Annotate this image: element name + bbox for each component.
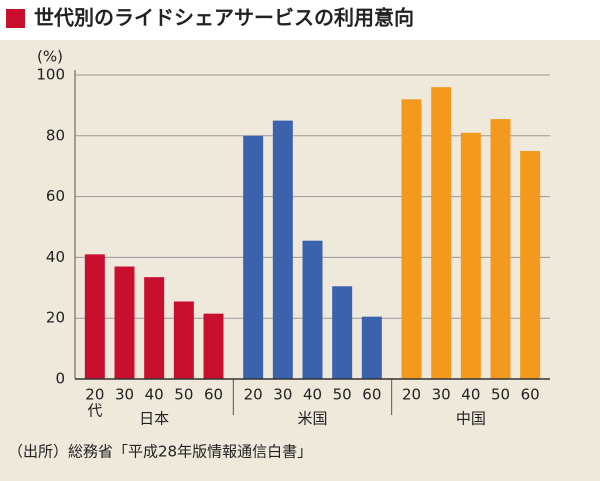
x-tick-label: 50 <box>174 386 193 404</box>
bar <box>490 119 511 379</box>
x-tick-label: 50 <box>491 386 510 404</box>
x-tick-label: 60 <box>521 386 540 404</box>
bar <box>520 151 541 379</box>
x-tick-label: 30 <box>273 386 292 404</box>
title-band <box>0 0 600 40</box>
x-tick-label: 40 <box>145 386 164 404</box>
bar <box>173 301 194 379</box>
x-suffix: 代 <box>87 402 102 420</box>
y-tick-label: 40 <box>46 248 65 266</box>
group-label: 中国 <box>456 410 486 428</box>
group-label: 日本 <box>139 410 169 428</box>
bar <box>84 254 105 379</box>
x-tick-label: 40 <box>303 386 322 404</box>
x-tick-label: 30 <box>432 386 451 404</box>
x-tick-label: 20 <box>244 386 263 404</box>
x-tick-label: 40 <box>461 386 480 404</box>
bar <box>361 316 382 379</box>
chart-title: 世代別のライドシェアサービスの利用意向 <box>34 6 414 30</box>
bar <box>114 266 135 379</box>
bar <box>302 240 323 379</box>
bar <box>243 135 264 379</box>
bar <box>203 313 224 379</box>
x-tick-label: 60 <box>204 386 223 404</box>
x-tick-label: 20 <box>402 386 421 404</box>
bar <box>144 277 165 379</box>
x-tick-label: 30 <box>115 386 134 404</box>
bar <box>401 99 422 379</box>
y-tick-label: 80 <box>46 126 65 144</box>
y-tick-label: 100 <box>36 66 65 84</box>
bar <box>332 286 353 379</box>
bar <box>272 120 293 379</box>
y-tick-label: 0 <box>55 370 65 388</box>
title-marker <box>6 9 25 28</box>
bar <box>431 87 452 379</box>
y-tick-label: 60 <box>46 187 65 205</box>
group-label: 米国 <box>297 410 327 428</box>
source: （出所）総務省「平成28年版情報通信白書」 <box>8 443 312 461</box>
x-tick-label: 60 <box>362 386 381 404</box>
bar <box>460 132 481 379</box>
y-tick-label: 20 <box>46 309 65 327</box>
x-tick-label: 20 <box>85 386 104 404</box>
x-tick-label: 50 <box>333 386 352 404</box>
y-unit: (%) <box>37 48 63 66</box>
